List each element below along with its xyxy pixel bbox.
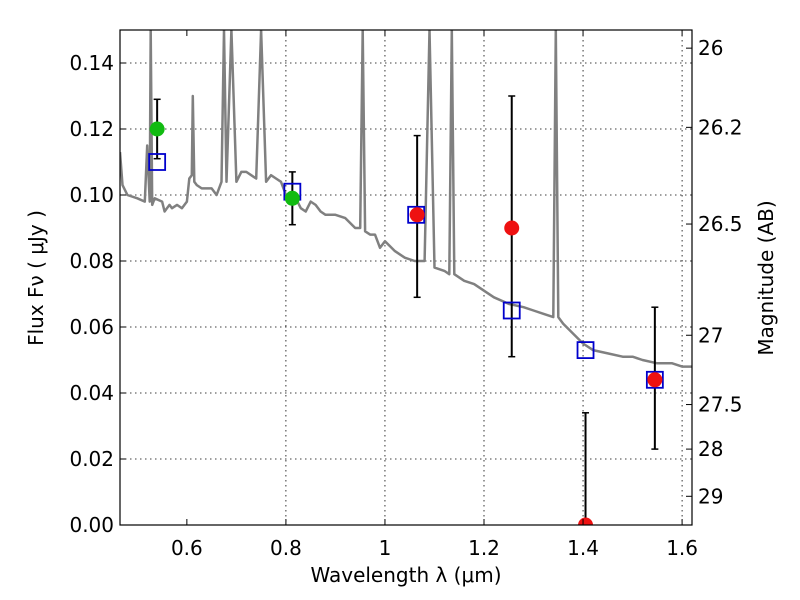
model-photometry-square [148,153,167,171]
y2-tick-label: 27.5 [698,393,743,417]
model-spectrum-line [120,30,692,368]
y-axis-label: Flux Fν ( μJy ) [24,210,48,346]
x-tick-label: 1 [379,536,392,560]
x-tick-label: 1.4 [567,536,599,560]
y2-tick-label: 29 [698,484,723,508]
model-photometry-square [645,370,664,389]
y-tick-label: 0.02 [69,447,114,471]
y2-tick-label: 26.5 [698,212,743,236]
y2-tick-label: 28 [698,437,723,461]
red-observation-point [647,372,663,388]
y-tick-label: 0.10 [69,183,114,207]
x-tick-label: 0.6 [171,536,203,560]
y-tick-label: 0.14 [69,51,114,75]
axis-ticks: 0.6 0.8 1 1.2 1.4 1.6 0.00 0.02 0.04 0.06 0.08 0.10… [69,30,743,560]
red-observation-point [578,517,594,525]
red-observation-point [409,207,425,223]
y-tick-label: 0.06 [69,315,114,339]
model-photometry-square [502,301,521,320]
green-observation-point [284,190,300,206]
y2-tick-label: 26 [698,36,723,60]
y2-tick-label: 27 [698,323,723,347]
y2-tick-label: 26.2 [698,115,743,139]
y-tick-label: 0.04 [69,381,114,405]
x-tick-label: 1.6 [666,536,698,560]
plot-series [120,30,692,525]
x-tick-label: 1.2 [468,536,500,560]
x-axis-label: Wavelength λ (μm) [310,563,501,587]
right-axis-label: Magnitude (AB) [754,200,778,355]
red-observation-point [504,220,520,236]
model-photometry-square [576,341,595,360]
green-observation-point [149,121,165,137]
plot-frame [119,29,693,526]
y-tick-label: 0.00 [69,513,114,537]
y-tick-label: 0.12 [69,117,114,141]
y-tick-label: 0.08 [69,249,114,273]
grid [120,30,692,525]
x-tick-label: 0.8 [270,536,302,560]
